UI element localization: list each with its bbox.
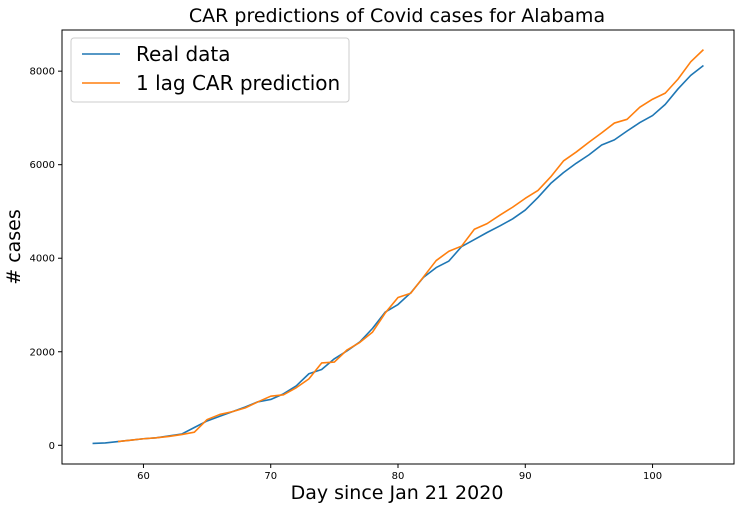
x-tick-label: 100 bbox=[643, 471, 662, 482]
y-axis: 0 2000 4000 6000 8000 bbox=[30, 67, 62, 452]
chart-title: CAR predictions of Covid cases for Alaba… bbox=[189, 5, 605, 27]
legend-label-car-prediction: 1 lag CAR prediction bbox=[136, 71, 340, 95]
legend-box bbox=[70, 37, 350, 103]
y-tick-label: 2000 bbox=[30, 347, 55, 358]
legend: Real data 1 lag CAR prediction bbox=[70, 37, 350, 103]
series-line-real-data bbox=[92, 64, 704, 445]
y-tick-label: 6000 bbox=[30, 160, 55, 171]
y-tick-label: 8000 bbox=[30, 67, 55, 78]
x-tick-label: 90 bbox=[519, 471, 532, 482]
x-axis: 60 70 80 90 100 bbox=[137, 464, 662, 482]
series-line-car-prediction bbox=[117, 49, 705, 443]
x-tick-label: 60 bbox=[137, 471, 150, 482]
y-axis-label: # cases bbox=[3, 209, 25, 285]
x-axis-label: Day since Jan 21 2020 bbox=[291, 482, 504, 504]
x-tick-label: 70 bbox=[264, 471, 277, 482]
series-group bbox=[92, 49, 705, 445]
y-tick-label: 4000 bbox=[30, 254, 55, 265]
legend-label-real-data: Real data bbox=[136, 42, 231, 66]
y-tick-label: 0 bbox=[49, 441, 55, 452]
x-tick-label: 80 bbox=[392, 471, 405, 482]
